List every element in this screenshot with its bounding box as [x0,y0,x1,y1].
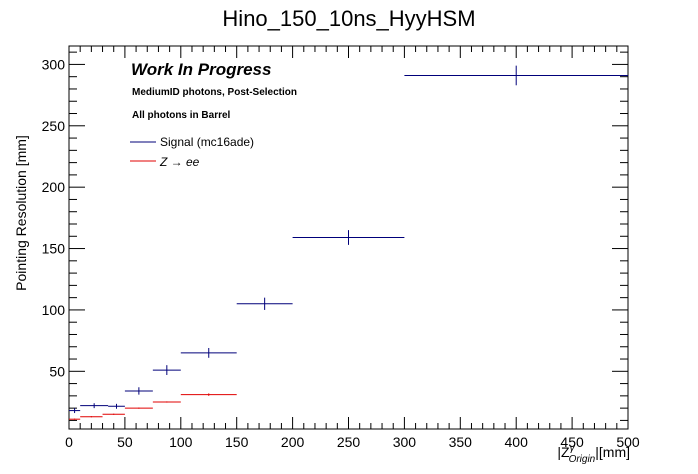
x-tick-label: 200 [281,434,305,450]
x-tick-label: 0 [65,434,73,450]
x-tick-label: 350 [449,434,473,450]
data-series [69,65,628,420]
y-tick-label: 200 [42,179,66,195]
x-tick-label: 250 [337,434,361,450]
work-in-progress-label: Work In Progress [131,60,271,79]
selection-note: MediumID photons, Post-Selection [132,87,297,98]
y-axis: 50 100 150 200 250 300 [42,51,628,421]
series-zee [69,393,237,420]
x-tick-label: 450 [560,434,584,450]
x-tick-label: 100 [169,434,193,450]
chart-title: Hino_150_10ns_HyyHSM [222,6,475,31]
region-note: All photons in Barrel [132,110,231,121]
y-tick-label: 100 [42,302,66,318]
y-tick-label: 250 [42,118,66,134]
legend-signal-label: Signal (mc16ade) [160,135,254,149]
y-tick-label: 50 [49,363,65,379]
y-tick-label: 150 [42,241,66,257]
y-axis-title: Pointing Resolution [mm] [13,135,29,291]
legend-zee-label: Z → ee [159,155,200,169]
x-axis: 0 50 100 150 200 250 300 350 400 450 500 [65,46,640,450]
x-tick-label: 500 [616,434,640,450]
y-tick-label: 300 [42,56,66,72]
x-axis-title: |Zγ Origin|[mm] [557,443,630,465]
legend: Signal (mc16ade) Z → ee [130,135,254,169]
x-tick-label: 300 [393,434,417,450]
x-tick-label: 150 [225,434,249,450]
x-tick-label: 50 [117,434,133,450]
series-signal [69,65,628,414]
x-tick-label: 400 [505,434,529,450]
